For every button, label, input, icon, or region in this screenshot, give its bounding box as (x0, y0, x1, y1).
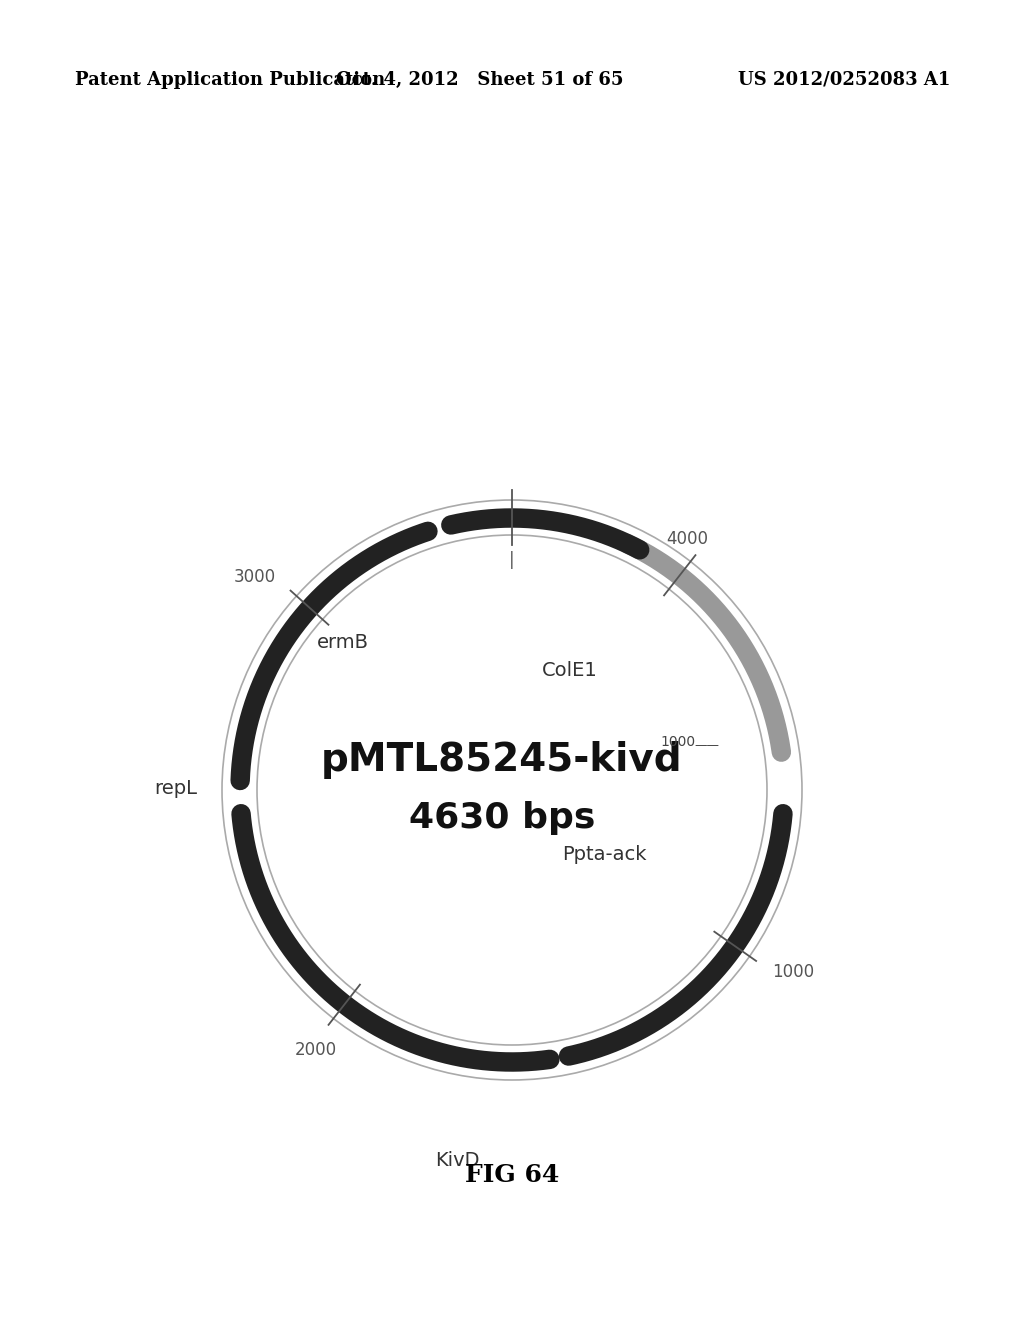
Text: |: | (509, 550, 515, 569)
Text: Patent Application Publication: Patent Application Publication (75, 71, 385, 88)
Text: repL: repL (154, 779, 197, 797)
Text: ——: —— (694, 739, 719, 752)
Text: 4630 bps: 4630 bps (409, 801, 595, 836)
Text: 4000: 4000 (666, 531, 708, 548)
Text: FIG 64: FIG 64 (465, 1163, 559, 1187)
Text: 2000: 2000 (295, 1040, 337, 1059)
Text: Ppta-ack: Ppta-ack (562, 846, 646, 865)
Text: ermB: ermB (317, 632, 369, 652)
Text: 1000: 1000 (660, 735, 695, 748)
Text: ColE1: ColE1 (542, 660, 598, 680)
Text: pMTL85245-kivd: pMTL85245-kivd (322, 741, 683, 779)
Text: 1000: 1000 (772, 964, 815, 981)
Text: 3000: 3000 (233, 568, 275, 586)
Text: KivD: KivD (435, 1151, 479, 1170)
Text: Oct. 4, 2012   Sheet 51 of 65: Oct. 4, 2012 Sheet 51 of 65 (336, 71, 624, 88)
Text: US 2012/0252083 A1: US 2012/0252083 A1 (737, 71, 950, 88)
